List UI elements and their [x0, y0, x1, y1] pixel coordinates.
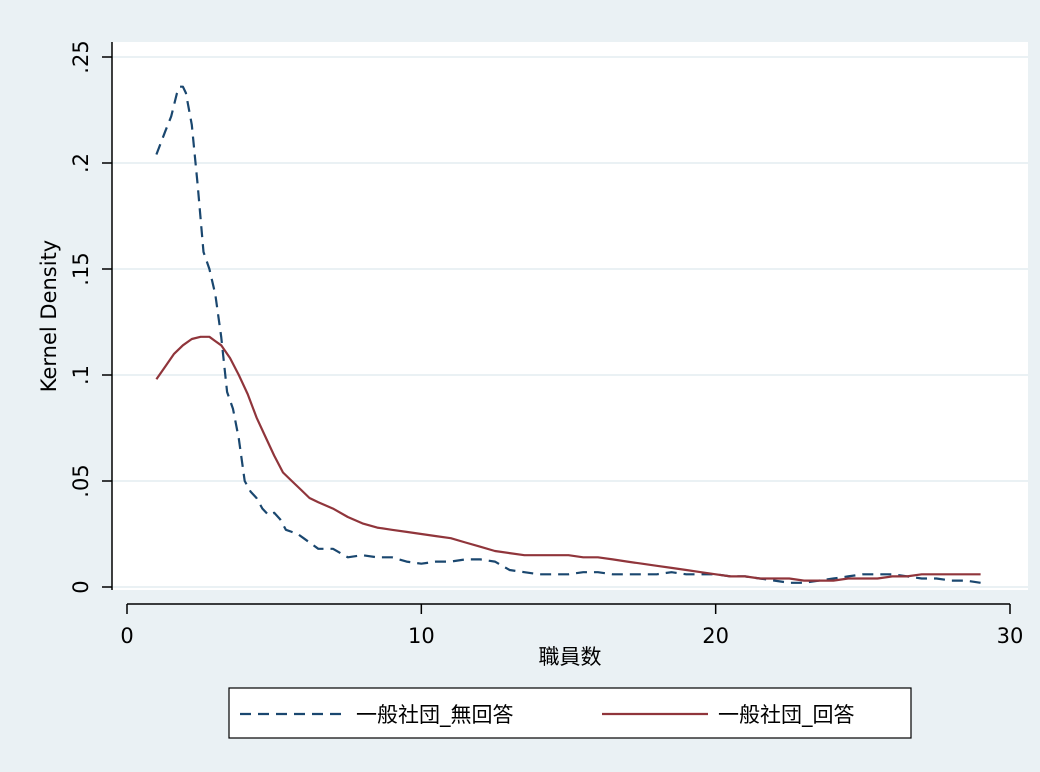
- legend: 一般社団_無回答 一般社団_回答: [228, 687, 912, 739]
- y-tick-label: .25: [69, 40, 93, 73]
- x-axis-ticks: 0 10 20 30: [120, 604, 1023, 648]
- gridlines: [112, 56, 1028, 588]
- x-tick-label: 0: [120, 624, 133, 648]
- series-line-1: [155, 85, 981, 584]
- y-tick-label: .05: [69, 464, 93, 497]
- y-tick-label: 0: [69, 580, 93, 593]
- y-tick-label: .2: [69, 153, 93, 173]
- plot-area: [112, 42, 1028, 590]
- y-axis-title: Kernel Density: [37, 240, 61, 393]
- series-layer: [155, 85, 981, 584]
- series-line-2: [155, 335, 981, 582]
- x-tick-label: 10: [408, 624, 435, 648]
- legend-label-series-1: 一般社団_無回答: [356, 703, 514, 728]
- y-axis-ticks: 0 .05 .1 .15 .2 .25: [69, 40, 112, 594]
- y-tick-label: .1: [69, 365, 93, 385]
- x-tick-label: 20: [702, 624, 729, 648]
- legend-box: [228, 687, 912, 739]
- x-axis-title: 職員数: [539, 645, 602, 669]
- legend-label-series-2: 一般社団_回答: [718, 703, 855, 728]
- y-tick-label: .15: [69, 252, 93, 285]
- x-tick-label: 30: [997, 624, 1024, 648]
